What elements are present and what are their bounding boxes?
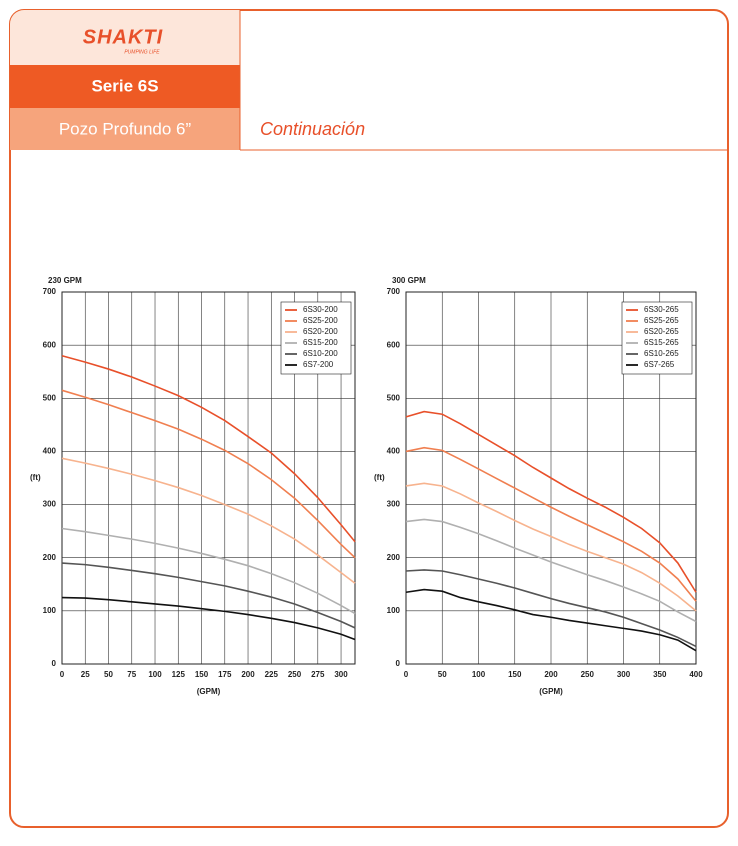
curve <box>405 569 697 648</box>
logo-panel <box>10 10 240 65</box>
legend-label: 6S15-265 <box>644 338 679 347</box>
y-tick-label: 400 <box>387 447 401 456</box>
x-tick-label: 300 <box>617 670 631 679</box>
curve <box>61 596 356 641</box>
x-tick-label: 75 <box>127 670 136 679</box>
legend-box <box>621 301 693 375</box>
y-tick-label: 0 <box>52 659 57 668</box>
legend-label: 6S7-265 <box>644 360 675 369</box>
x-tick-label: 300 <box>334 670 348 679</box>
y-tick-label: 700 <box>387 287 401 296</box>
x-tick-label: 275 <box>311 670 325 679</box>
x-tick-label: 0 <box>60 670 65 679</box>
legend-label: 6S25-265 <box>644 316 679 325</box>
subtitle: Pozo Profundo 6” <box>59 119 192 138</box>
y-tick-label: 400 <box>43 447 57 456</box>
subtitle-band <box>10 108 240 150</box>
legend-label: 6S20-200 <box>303 327 338 336</box>
x-tick-label: 400 <box>689 670 703 679</box>
series-title: Serie 6S <box>91 76 158 95</box>
x-tick-label: 200 <box>241 670 255 679</box>
legend-label: 6S20-265 <box>644 327 679 336</box>
y-tick-label: 300 <box>387 500 401 509</box>
legend-label: 6S25-200 <box>303 316 338 325</box>
x-tick-label: 0 <box>404 670 409 679</box>
series-band <box>10 65 240 108</box>
x-tick-label: 350 <box>653 670 667 679</box>
y-tick-label: 100 <box>43 606 57 615</box>
legend-label: 6S30-265 <box>644 305 679 314</box>
x-tick-label: 125 <box>172 670 186 679</box>
y-tick-label: 300 <box>43 500 57 509</box>
curve <box>405 482 697 612</box>
x-tick-label: 150 <box>508 670 522 679</box>
y-tick-label: 500 <box>387 393 401 402</box>
legend-label: 6S10-200 <box>303 349 338 358</box>
y-tick-label: 200 <box>387 553 401 562</box>
y-tick-label: 500 <box>43 393 57 402</box>
curve <box>61 527 356 615</box>
legend-label: 6S7-200 <box>303 360 334 369</box>
x-axis-label: (GPM) <box>539 687 563 696</box>
curve <box>61 457 356 584</box>
x-tick-label: 250 <box>581 670 595 679</box>
curve <box>405 518 697 623</box>
x-tick-label: 175 <box>218 670 232 679</box>
y-tick-label: 600 <box>43 340 57 349</box>
legend-box <box>280 301 352 375</box>
section-title: Continuación <box>260 119 365 139</box>
x-tick-label: 250 <box>288 670 302 679</box>
y-axis-label: (ft) <box>30 473 41 482</box>
logo-tagline: PUMPING LIFE <box>124 49 160 55</box>
y-tick-label: 200 <box>43 553 57 562</box>
curve <box>61 389 356 559</box>
legend-label: 6S30-200 <box>303 305 338 314</box>
legend-label: 6S10-265 <box>644 349 679 358</box>
plot-frame <box>61 291 356 665</box>
x-tick-label: 50 <box>104 670 113 679</box>
x-axis-label: (GPM) <box>197 687 221 696</box>
page-border <box>9 9 729 828</box>
x-tick-label: 100 <box>148 670 162 679</box>
logo: SHAKTI <box>83 26 163 48</box>
x-tick-label: 50 <box>438 670 447 679</box>
x-tick-label: 150 <box>195 670 209 679</box>
chart-title: 300 GPM <box>392 276 426 285</box>
x-tick-label: 200 <box>544 670 558 679</box>
x-tick-label: 225 <box>265 670 279 679</box>
y-axis-label: (ft) <box>374 473 385 482</box>
legend-label: 6S15-200 <box>303 338 338 347</box>
x-tick-label: 100 <box>472 670 486 679</box>
y-tick-label: 100 <box>387 606 401 615</box>
curve <box>61 562 356 629</box>
plot-frame <box>405 291 697 665</box>
y-tick-label: 0 <box>396 659 401 668</box>
x-tick-label: 25 <box>81 670 90 679</box>
chart-title: 230 GPM <box>48 276 82 285</box>
curve <box>61 354 356 543</box>
y-tick-label: 600 <box>387 340 401 349</box>
curve <box>405 588 697 652</box>
curve <box>405 446 697 602</box>
curve <box>405 410 697 593</box>
y-tick-label: 700 <box>43 287 57 296</box>
